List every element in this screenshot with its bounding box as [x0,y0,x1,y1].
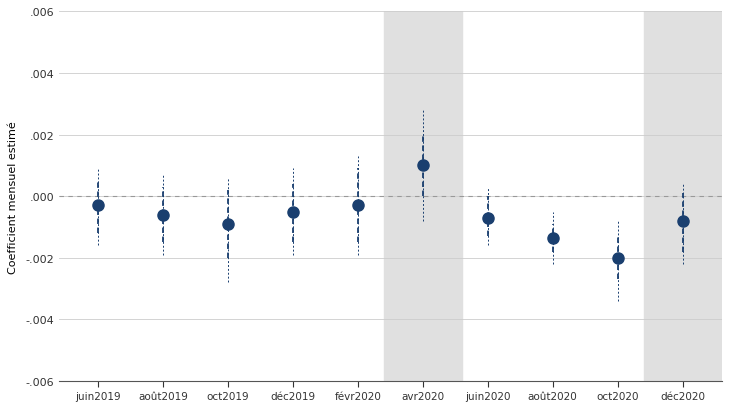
Bar [644,12,722,381]
Y-axis label: Coefficient mensuel estimé: Coefficient mensuel estimé [8,121,18,273]
Bar [384,12,462,381]
